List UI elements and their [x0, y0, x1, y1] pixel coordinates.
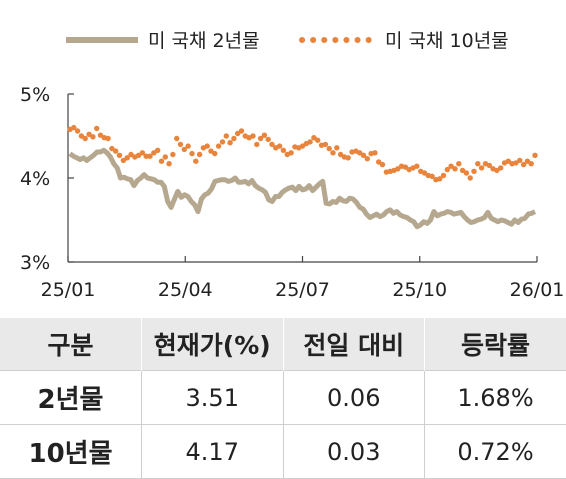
- col-header-change: 전일 대비: [283, 318, 425, 371]
- yield-quote-table: 구분 현재가(%) 전일 대비 등락률 2년물 3.51 0.06 1.68% …: [0, 318, 566, 479]
- series-point-10yr: [227, 140, 232, 145]
- series-line-2yr: [70, 150, 535, 226]
- cell-rate: 0.72%: [425, 425, 566, 479]
- series-point-10yr: [178, 142, 183, 147]
- series-point-10yr: [239, 128, 244, 133]
- col-header-category: 구분: [0, 318, 142, 371]
- series-point-10yr: [330, 150, 335, 155]
- series-point-10yr: [205, 143, 210, 148]
- table-row: 10년물 4.17 0.03 0.72%: [0, 425, 566, 479]
- series-point-10yr: [254, 142, 259, 147]
- series-point-10yr: [186, 143, 191, 148]
- series-point-10yr: [517, 158, 522, 163]
- chart-axes: 3% 4% 5% 25/01 25/04 25/07 25/10 26/01: [20, 84, 564, 301]
- row-label: 10년물: [0, 425, 142, 479]
- row-label: 2년물: [0, 371, 142, 425]
- series-point-10yr: [75, 128, 80, 133]
- series-point-10yr: [266, 137, 271, 142]
- series-point-10yr: [327, 146, 332, 151]
- x-tick-label: 25/01: [41, 279, 96, 301]
- x-tick-label: 26/01: [510, 279, 565, 301]
- series-point-10yr: [262, 133, 267, 138]
- series-point-10yr: [414, 164, 419, 169]
- table-header-row: 구분 현재가(%) 전일 대비 등락률: [0, 318, 566, 371]
- series-point-10yr: [307, 139, 312, 144]
- series-point-10yr: [456, 161, 461, 166]
- series-point-10yr: [83, 136, 88, 141]
- series-point-10yr: [372, 150, 377, 155]
- cell-change: 0.06: [283, 371, 425, 425]
- cell-price: 3.51: [142, 371, 284, 425]
- legend-label-2yr: 미 국채 2년물: [148, 30, 260, 52]
- series-point-10yr: [166, 161, 171, 166]
- series-point-10yr: [498, 165, 503, 170]
- series-point-10yr: [334, 145, 339, 150]
- y-tick-label: 4%: [20, 168, 50, 190]
- series-point-10yr: [529, 161, 534, 166]
- yield-line-chart: 미 국채 2년물 미 국채 10년물 3% 4% 5% 25/01 25/04 25/07…: [0, 0, 566, 318]
- series-point-10yr: [216, 143, 221, 148]
- table-row: 2년물 3.51 0.06 1.68%: [0, 371, 566, 425]
- series-point-10yr: [174, 136, 179, 141]
- series-point-10yr: [365, 156, 370, 161]
- x-tick-label: 25/07: [275, 279, 330, 301]
- series-point-10yr: [90, 134, 95, 139]
- y-tick-label: 3%: [20, 252, 50, 274]
- series-point-10yr: [231, 136, 236, 141]
- series-point-10yr: [155, 148, 160, 153]
- cell-rate: 1.68%: [425, 371, 566, 425]
- series-point-10yr: [212, 151, 217, 156]
- series-point-10yr: [475, 161, 480, 166]
- series-point-10yr: [105, 136, 110, 141]
- series-point-10yr: [170, 152, 175, 157]
- series-point-10yr: [117, 153, 122, 158]
- series-point-10yr: [315, 138, 320, 143]
- cell-price: 4.17: [142, 425, 284, 479]
- series-point-10yr: [452, 166, 457, 171]
- col-header-rate: 등락률: [425, 318, 566, 371]
- series-point-10yr: [471, 169, 476, 174]
- legend-label-10yr: 미 국채 10년물: [385, 30, 509, 52]
- series-point-10yr: [193, 159, 198, 164]
- x-tick-label: 25/10: [392, 279, 447, 301]
- chart-plot-area: [67, 125, 537, 227]
- series-point-10yr: [250, 133, 255, 138]
- series-point-10yr: [464, 170, 469, 175]
- chart-legend: 미 국채 2년물 미 국채 10년물: [66, 30, 509, 52]
- y-tick-label: 5%: [20, 84, 50, 106]
- series-point-10yr: [323, 142, 328, 147]
- series-point-10yr: [277, 143, 282, 148]
- series-point-10yr: [113, 148, 118, 153]
- series-point-10yr: [468, 175, 473, 180]
- series-point-10yr: [220, 139, 225, 144]
- series-point-10yr: [197, 152, 202, 157]
- series-point-10yr: [441, 173, 446, 178]
- series-point-10yr: [479, 165, 484, 170]
- series-point-10yr: [189, 151, 194, 156]
- series-point-10yr: [532, 153, 537, 158]
- series-point-10yr: [380, 162, 385, 167]
- series-point-10yr: [163, 154, 168, 159]
- series-point-10yr: [288, 150, 293, 155]
- series-point-10yr: [159, 159, 164, 164]
- x-tick-label: 25/04: [158, 279, 213, 301]
- series-point-10yr: [281, 148, 286, 153]
- col-header-price: 현재가(%): [142, 318, 284, 371]
- cell-change: 0.03: [283, 425, 425, 479]
- series-point-10yr: [346, 155, 351, 160]
- series-point-10yr: [94, 126, 99, 131]
- series-point-10yr: [224, 133, 229, 138]
